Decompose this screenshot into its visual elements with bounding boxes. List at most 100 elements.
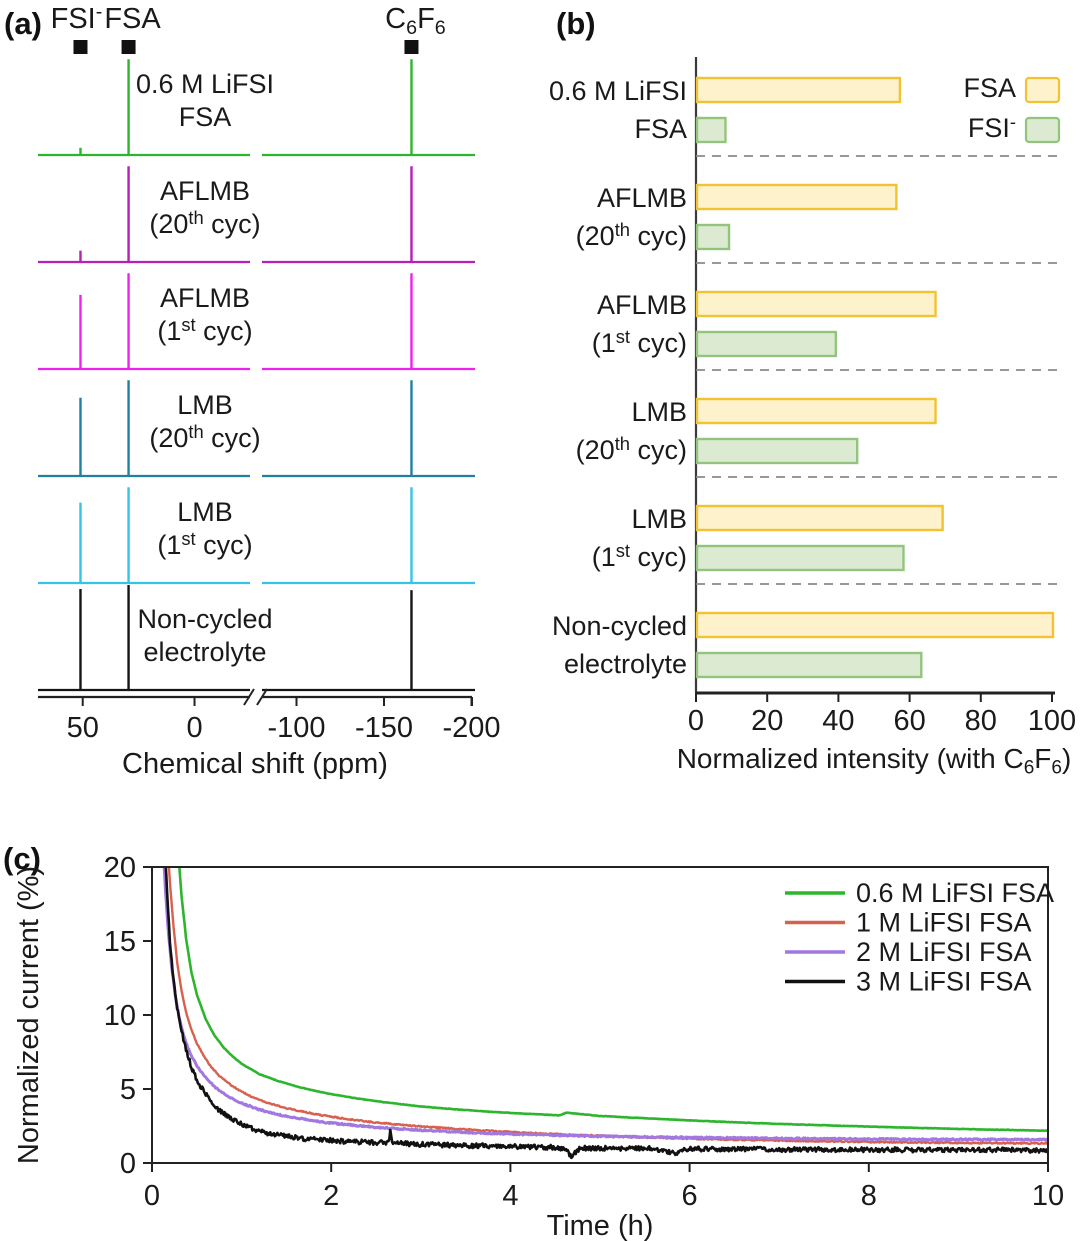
bar-group-3 [695, 397, 937, 465]
nmr-trace-1 [38, 166, 475, 264]
bar-fsi-1 [695, 223, 731, 251]
panel-b-label: (b) [556, 6, 596, 41]
y-tick-label: 0 [120, 1148, 136, 1180]
bar-fsa-3 [695, 397, 937, 425]
series-line-0 [178, 868, 1047, 1133]
peak-marker-square-fsa [121, 40, 136, 54]
trace-label-1-line2: (20th cyc) [149, 207, 260, 239]
category-label-5-line1: Non-cycled [552, 611, 687, 641]
panel-c-label: (c) [3, 841, 41, 876]
legend-label-1: FSI- [968, 111, 1016, 143]
y-tick-label: 5 [120, 1074, 136, 1106]
axes: 0 2 4 6 8 10 0 5 10 15 20 [104, 852, 1064, 1212]
x-tick-label: 8 [861, 1180, 877, 1212]
nmr-trace-4 [38, 487, 475, 585]
x-tick-label: -200 [442, 712, 500, 744]
axis-break-mark [256, 688, 268, 706]
panel-a-label: (a) [4, 6, 42, 41]
nmr-trace-3 [38, 380, 475, 478]
legend-label-0: 0.6 M LiFSI FSA [856, 878, 1054, 908]
nmr-trace-0 [38, 59, 475, 157]
category-label-1-line1: AFLMB [597, 183, 687, 213]
trace-label-5-line1: Non-cycled [137, 604, 272, 634]
peak-annotation-c6f6: C6F6 [385, 3, 446, 39]
category-label-0-line1: 0.6 M LiFSI [549, 76, 687, 106]
category-label-3-line1: LMB [631, 397, 687, 427]
curves [162, 868, 1047, 1160]
series-line-3 [164, 868, 1047, 1160]
legend-label-1: 1 M LiFSI FSA [856, 908, 1032, 938]
trace-label-4-line2: (1st cyc) [157, 528, 252, 560]
peak-annotation-fsa: FSA [104, 3, 161, 35]
x-tick-label: 60 [893, 705, 925, 737]
category-label-1-line2: (20th cyc) [576, 219, 687, 251]
bar-fsa-5 [695, 611, 1055, 639]
y-axis-title: Normalized current (%) [13, 866, 45, 1164]
trace-label-0-line1: 0.6 M LiFSI [136, 69, 274, 99]
legend-swatch-1 [1024, 116, 1061, 144]
bar-group-2 [695, 290, 937, 358]
x-tick-label: 10 [1032, 1180, 1064, 1212]
category-label-2-line2: (1st cyc) [592, 326, 687, 358]
current-decay-chart: 0 2 4 6 8 10 0 5 10 15 20 Time (h) Normalized curren… [13, 852, 1064, 1241]
category-label-2-line1: AFLMB [597, 290, 687, 320]
bar-fsi-2 [695, 330, 838, 358]
bar-group-5 [695, 611, 1055, 679]
x-tick-label: -100 [267, 712, 325, 744]
x-tick-label: 20 [751, 705, 783, 737]
trace-label-1-line1: AFLMB [160, 176, 250, 206]
category-label-4-line1: LMB [631, 504, 687, 534]
trace-label-5-line2: electrolyte [143, 637, 266, 667]
y-tick-label: 15 [104, 926, 136, 958]
x-axis-title: Time (h) [547, 1210, 654, 1241]
bar-fsi-3 [695, 437, 859, 465]
category-label-0-line2: FSA [634, 114, 687, 144]
trace-label-3-line2: (20th cyc) [149, 421, 260, 453]
trace-label-0-line2: FSA [179, 102, 232, 132]
nmr-trace-2 [38, 273, 475, 371]
y-tick-label: 10 [104, 1000, 136, 1032]
intensity-bar-chart: 0 20 40 60 80 100 Normalized intensity (with C… [549, 57, 1076, 779]
x-tick-label: 100 [1028, 705, 1076, 737]
x-tick-label: 0 [186, 712, 202, 744]
legend-label-2: 2 M LiFSI FSA [856, 937, 1032, 967]
x-tick-label: 40 [822, 705, 854, 737]
x-tick-label: 4 [502, 1180, 518, 1212]
series-line-2 [162, 868, 1047, 1142]
bar-fsi-5 [695, 651, 923, 679]
bar-group-0 [695, 76, 902, 144]
x-axis-title: Normalized intensity (with C6F6) [677, 743, 1072, 779]
trace-label-3-line1: LMB [177, 390, 233, 420]
x-axis: 0 20 40 60 80 100 [688, 691, 1076, 737]
x-tick-label: -150 [355, 712, 413, 744]
category-label-3-line2: (20th cyc) [576, 433, 687, 465]
legend-swatch-0 [1024, 76, 1061, 104]
x-axis-title: Chemical shift (ppm) [122, 748, 388, 780]
bar-group-1 [695, 183, 898, 251]
axis-break-mark [243, 688, 255, 706]
bar-fsa-1 [695, 183, 898, 211]
peak-marker-square-fsi [73, 40, 88, 54]
x-tick-label: 2 [323, 1180, 339, 1212]
legend-label-3: 3 M LiFSI FSA [856, 967, 1032, 997]
x-tick-label: 50 [67, 712, 99, 744]
bar-fsa-2 [695, 290, 937, 318]
legend-label-0: FSA [963, 73, 1016, 103]
bar-fsa-4 [695, 504, 944, 532]
x-tick-label: 80 [965, 705, 997, 737]
bar-fsi-0 [695, 116, 727, 144]
trace-label-2-line2: (1st cyc) [157, 314, 252, 346]
trace-label-2-line1: AFLMB [160, 283, 250, 313]
bar-fsa-0 [695, 76, 902, 104]
bar-fsi-4 [695, 544, 905, 572]
trace-label-4-line1: LMB [177, 497, 233, 527]
category-label-5-line2: electrolyte [564, 649, 687, 679]
bar-group-4 [695, 504, 944, 572]
x-tick-label: 6 [682, 1180, 698, 1212]
peak-marker-square-c6f6 [404, 40, 419, 54]
y-tick-label: 20 [104, 852, 136, 884]
nmr-trace-5 [38, 584, 475, 692]
category-label-4-line2: (1st cyc) [592, 540, 687, 572]
